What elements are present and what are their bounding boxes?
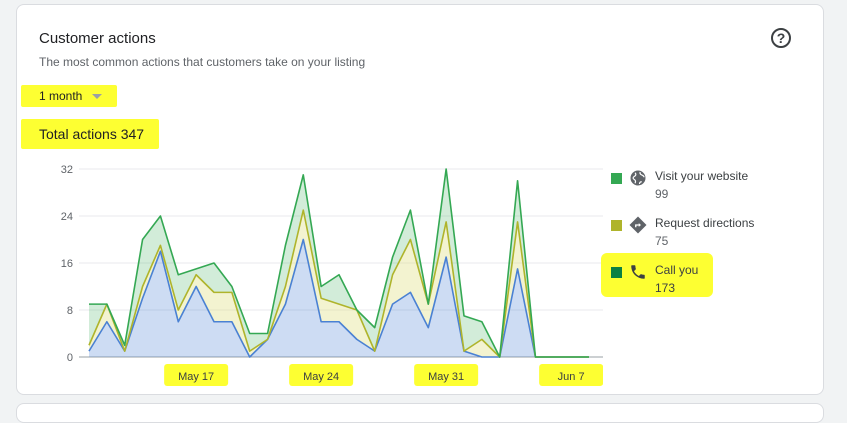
x-tick-label-may-24: May 24	[303, 371, 339, 383]
website-swatch	[611, 173, 622, 184]
legend-directions-value: 75	[655, 234, 669, 248]
legend-item-calls[interactable]: Call you 173	[609, 259, 789, 299]
directions-swatch	[611, 220, 622, 231]
total-actions-label: Total actions 347	[39, 126, 145, 142]
legend-directions-label: Request directions	[655, 216, 755, 230]
directions-icon	[629, 216, 647, 234]
legend-website-value: 99	[655, 187, 669, 201]
y-tick-label-32: 32	[61, 164, 73, 176]
total-actions: Total actions 347	[21, 119, 159, 149]
card-subtitle: The most common actions that customers t…	[39, 55, 366, 69]
globe-icon	[630, 170, 646, 186]
phone-icon	[631, 265, 645, 279]
help-circle-icon[interactable]: ?	[771, 28, 791, 48]
line-website	[89, 168, 589, 358]
x-tick-highlight-may-31	[414, 364, 479, 386]
range-dropdown[interactable]: 1 month	[21, 85, 117, 107]
y-tick-label-16: 16	[61, 258, 73, 270]
x-tick-label-may-17: May 17	[178, 371, 214, 383]
area-calls	[89, 239, 589, 357]
legend-item-website[interactable]: Visit your website 99	[609, 165, 789, 205]
line-directions	[88, 209, 589, 358]
x-tick-highlight-may-24	[289, 364, 354, 386]
legend-item-directions[interactable]: Request directions 75	[609, 212, 789, 252]
legend-calls-label: Call you	[655, 263, 699, 277]
card-title: Customer actions	[39, 30, 156, 47]
line-calls	[88, 238, 589, 358]
y-tick-label-24: 24	[61, 211, 73, 223]
legend-website-label: Visit your website	[655, 169, 749, 183]
customer-actions-card: Customer actions The most common actions…	[16, 4, 824, 395]
calls-swatch	[611, 267, 622, 278]
range-label: 1 month	[39, 89, 83, 103]
x-tick-highlight-jun-7	[539, 364, 603, 386]
legend-calls-value: 173	[655, 281, 676, 295]
next-card	[16, 403, 824, 423]
x-tick-label-may-31: May 31	[428, 371, 464, 383]
caret-down-icon	[92, 93, 103, 99]
x-tick-highlight-may-17	[164, 364, 229, 386]
x-tick-label-jun-7: Jun 7	[558, 371, 585, 383]
y-tick-label-8: 8	[67, 305, 73, 317]
y-tick-label-0: 0	[67, 352, 73, 364]
actions-area-chart: 0 8 16 24 32 May 17 May 24 May 31 Jun 7	[61, 164, 603, 386]
